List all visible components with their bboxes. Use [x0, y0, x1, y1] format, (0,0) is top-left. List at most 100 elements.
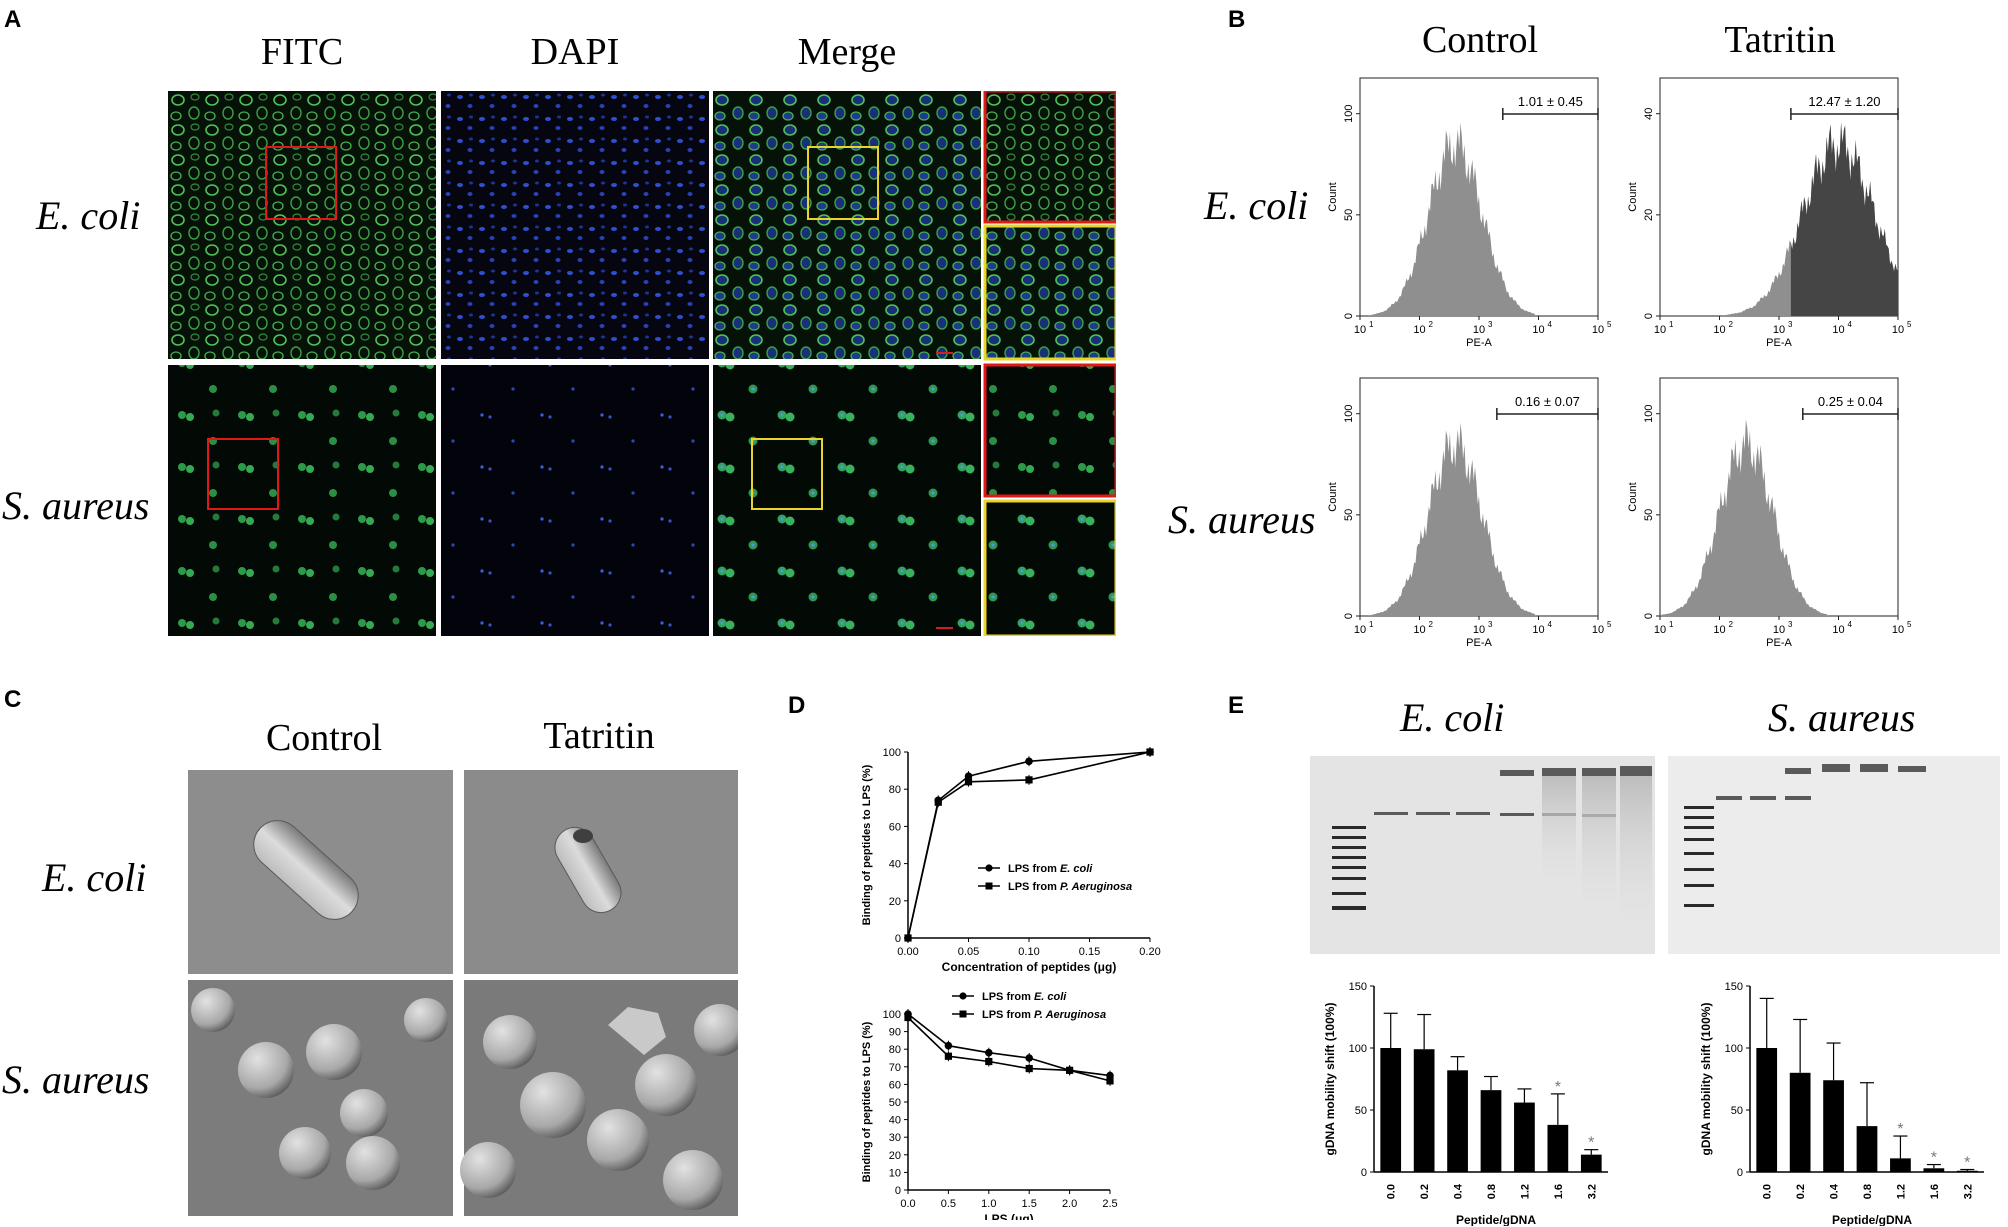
y-axis-label: Binding of peptides to LPS (%) [861, 764, 873, 925]
bar [1480, 1090, 1502, 1172]
x-axis-label: Concentration of peptides (μg) [942, 960, 1117, 974]
x-tick-exponent: 4 [1548, 320, 1553, 329]
ecoli-dapi-image [441, 91, 709, 359]
y-tick-label: 100 [1343, 405, 1355, 423]
x-tick-exponent: 2 [1429, 320, 1434, 329]
col-label-control-c: Control [265, 717, 383, 759]
x-tick-label: 10 [1654, 624, 1666, 636]
significance-marker: * [1588, 1135, 1594, 1152]
gel-images [1310, 756, 2000, 954]
y-tick-label: 150 [1349, 981, 1367, 993]
y-tick-label: 80 [889, 1044, 901, 1056]
x-tick-label: 0.5 [941, 1198, 956, 1210]
col-label-fitc: FITC [260, 31, 344, 73]
x-tick-exponent: 5 [1907, 620, 1912, 629]
y-tick-label: 0 [895, 1185, 901, 1197]
y-tick-label: 100 [1349, 1043, 1367, 1055]
x-axis-label: PE-A [1766, 637, 1792, 649]
histogram-area [1360, 422, 1598, 616]
bar-chart-E-ecoli: 0 50 100 150 0.0 0.2 0.4 0.8 1.2 * 1.6 * 3.2 Peptide/… [1323, 981, 1608, 1226]
x-tick-label: 10 [1892, 624, 1904, 636]
x-tick-exponent: 1 [1369, 320, 1374, 329]
x-tick-label: 2.5 [1102, 1198, 1117, 1210]
col-label-tatritin-b: Tatritin [1724, 19, 1836, 61]
series-line-0 [907, 1013, 1111, 1077]
bar [1856, 1126, 1878, 1172]
bar [1580, 1154, 1602, 1172]
saureus-dapi-image [441, 365, 709, 636]
gel-saureus [1668, 756, 2000, 954]
y-tick-label: 10 [889, 1167, 901, 1179]
y-tick-label: 50 [1643, 509, 1655, 521]
y-tick-label: 0 [895, 933, 901, 945]
x-tick-label: 10 [1713, 324, 1725, 336]
x-tick-exponent: 2 [1429, 620, 1434, 629]
y-tick-label: 60 [889, 1079, 901, 1091]
ecoli-merge-image [713, 91, 981, 359]
x-tick-exponent: 3 [1488, 620, 1493, 629]
row-label-saureus: S. aureus [2, 483, 150, 528]
legend-entry: LPS from E. coli [982, 991, 1067, 1003]
x-tick-label: 10 [1832, 624, 1844, 636]
y-tick-label: 20 [1643, 209, 1655, 221]
x-tick-exponent: 5 [1607, 620, 1612, 629]
y-tick-label: 40 [889, 859, 901, 871]
panel-label-d: D [788, 692, 806, 719]
y-tick-label: 100 [883, 1009, 901, 1021]
x-tick-label: 10 [1654, 324, 1666, 336]
bar-chart-E-saureus: 0 50 100 150 0.0 0.2 0.4 0.8 * 1.2 * 1.6 * 3.2 Peptide… [1699, 981, 1984, 1226]
x-tick-label: 0.8 [1486, 1184, 1498, 1199]
y-tick-label: 100 [1725, 1043, 1743, 1055]
bar [1514, 1102, 1535, 1172]
y-axis-label: gDNA mobility shift (100%) [1323, 1003, 1337, 1156]
y-tick-label: 30 [889, 1132, 901, 1144]
legend-marker [959, 1010, 967, 1018]
y-tick-label: 50 [1355, 1105, 1367, 1117]
y-tick-label: 50 [1343, 509, 1355, 521]
x-axis-label: PE-A [1466, 637, 1492, 649]
x-tick-label: 10 [1473, 324, 1485, 336]
significance-marker: * [1964, 1155, 1970, 1172]
x-tick-label: 10 [1532, 624, 1544, 636]
y-axis-label: gDNA mobility shift (100%) [1699, 1003, 1713, 1156]
x-tick-label: 1.2 [1895, 1184, 1907, 1199]
y-tick-label: 100 [1343, 105, 1355, 123]
x-axis-label: LPS (μg) [984, 1212, 1033, 1220]
y-tick-label: 90 [889, 1027, 901, 1039]
legend-marker [985, 864, 993, 872]
x-tick-exponent: 3 [1488, 320, 1493, 329]
x-tick-exponent: 3 [1788, 620, 1793, 629]
saureus-fitc-image [168, 365, 436, 636]
saureus-merge-roi [751, 438, 823, 510]
row-label-saureus-c: S. aureus [2, 1057, 150, 1102]
gate-value: 0.16 ± 0.07 [1515, 394, 1580, 409]
x-tick-label: 0.2 [1795, 1184, 1807, 1199]
x-tick-exponent: 1 [1669, 620, 1674, 629]
y-tick-label: 100 [883, 747, 901, 759]
x-tick-label: 10 [1532, 324, 1544, 336]
x-tick-label: 0.0 [1762, 1184, 1774, 1199]
y-tick-label: 50 [1343, 209, 1355, 221]
y-axis-label: Count [1327, 482, 1339, 511]
col-label-ecoli-e: E. coli [1400, 695, 1505, 740]
legend-entry: LPS from P. Aeruginosa [1008, 881, 1132, 893]
x-axis-label: PE-A [1766, 337, 1792, 349]
bar [1413, 1049, 1435, 1172]
panel-label-e: E [1228, 692, 1245, 719]
y-tick-label: 150 [1725, 981, 1743, 993]
gate-value: 1.01 ± 0.45 [1518, 94, 1583, 109]
x-tick-label: 0.0 [1386, 1184, 1398, 1199]
x-tick-label: 0.0 [900, 1198, 915, 1210]
bar [1756, 1048, 1778, 1172]
y-tick-label: 20 [889, 1150, 901, 1162]
mobility-shift-charts: 0 50 100 150 0.0 0.2 0.4 0.8 1.2 * 1.6 * 3.2 Peptide/… [1323, 981, 1984, 1226]
ecoli-merge-roi [807, 146, 879, 220]
y-tick-label: 100 [1643, 405, 1655, 423]
x-axis-label: Peptide/gDNA [1832, 1213, 1912, 1226]
legend-entry: LPS from P. Aeruginosa [982, 1009, 1106, 1021]
legend-marker [959, 992, 967, 1000]
